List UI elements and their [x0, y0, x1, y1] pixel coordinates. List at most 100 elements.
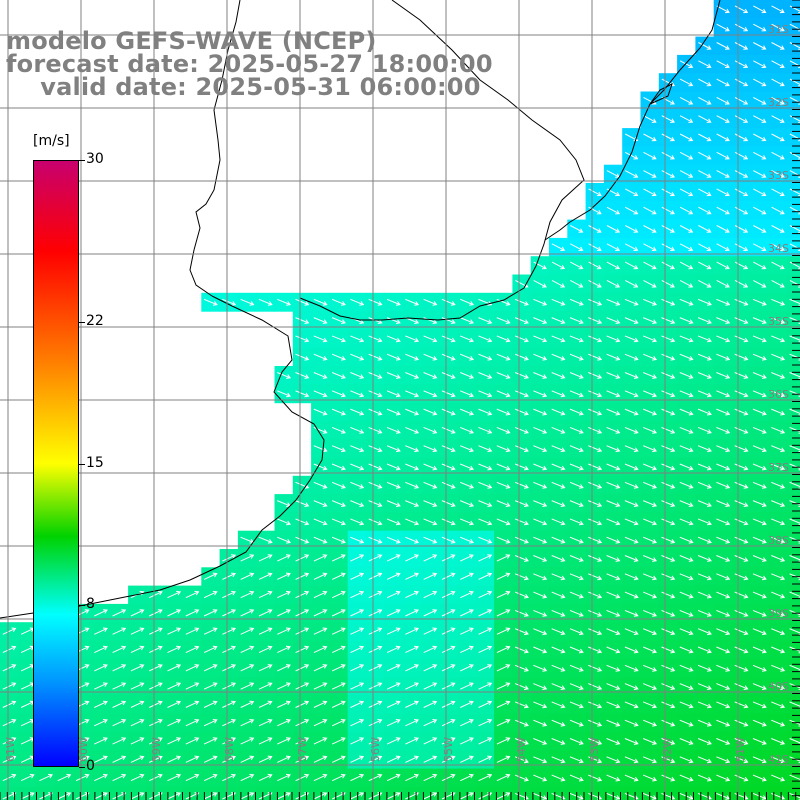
wind-arrow: [771, 628, 786, 636]
wind-arrow: [771, 261, 785, 270]
wind-arrow: [734, 225, 749, 233]
wind-arrow: [606, 500, 621, 507]
wind-arrow: [478, 554, 493, 562]
wind-arrow: [514, 298, 529, 306]
wind-arrow: [569, 335, 584, 343]
wind-arrow: [368, 609, 383, 617]
wind-arrow: [661, 188, 675, 197]
wind-arrow: [771, 42, 785, 50]
wind-arrow: [203, 682, 218, 690]
wind-arrow: [752, 390, 767, 398]
wind-arrow: [441, 372, 456, 379]
wind-arrow: [350, 682, 365, 690]
wind-arrow: [643, 683, 658, 690]
wind-arrow: [258, 773, 273, 782]
wind-arrow: [624, 646, 639, 654]
wind-arrow: [588, 225, 602, 233]
wind-arrow: [753, 133, 767, 142]
wind-arrow: [679, 225, 694, 233]
wind-arrow: [697, 481, 712, 489]
wind-arrow: [624, 719, 639, 727]
wind-arrow: [588, 261, 602, 270]
wind-arrow: [698, 206, 712, 215]
wind-arrow: [753, 42, 767, 50]
wind-arrow: [222, 645, 236, 654]
wind-arrow: [698, 225, 712, 233]
wind-arrow: [752, 756, 767, 764]
wind-arrow: [533, 591, 548, 599]
wind-arrow: [752, 518, 767, 526]
wind-arrow: [460, 408, 475, 416]
wind-arrow: [569, 646, 584, 654]
wind-arrow: [643, 188, 657, 197]
wind-arrow: [94, 719, 108, 727]
wind-arrow: [496, 536, 511, 544]
wind-arrow: [386, 536, 401, 544]
wind-arrow: [606, 664, 621, 672]
wind-arrow: [533, 573, 548, 581]
wind-arrow: [624, 335, 639, 343]
colorbar-tick-mark: [79, 321, 85, 323]
wind-arrow: [734, 536, 749, 544]
wind-arrow: [350, 664, 365, 672]
wind-arrow: [716, 536, 731, 544]
wind-arrow: [679, 170, 694, 178]
wind-arrow: [94, 700, 108, 708]
colorbar-tick-label: 8: [86, 596, 95, 613]
wind-arrow: [661, 500, 676, 507]
wind-arrow: [661, 664, 676, 672]
speed-cell: [786, 164, 800, 184]
speed-cell: [786, 183, 800, 202]
wind-arrow: [167, 645, 182, 654]
wind-arrow: [240, 627, 255, 635]
speed-cell: [146, 786, 166, 800]
wind-arrow: [185, 682, 200, 690]
wind-arrow: [588, 555, 603, 562]
wind-arrow: [771, 96, 785, 105]
title-line-1: modelo GEFS-WAVE (NCEP): [6, 27, 377, 55]
wind-arrow: [167, 755, 182, 763]
wind-arrow: [460, 664, 474, 672]
wind-arrow: [734, 756, 749, 764]
wind-arrow: [643, 115, 657, 123]
wind-arrow: [2, 645, 17, 654]
wind-arrow: [734, 701, 749, 709]
wind-arrow: [624, 701, 639, 709]
wind-arrow: [661, 738, 676, 745]
wind-arrow: [478, 317, 493, 324]
wind-arrow: [94, 627, 108, 635]
wind-arrow: [423, 773, 438, 782]
wind-arrow: [368, 426, 383, 434]
wind-arrow: [697, 445, 712, 453]
wind-arrow: [551, 555, 566, 562]
wind-arrow: [441, 737, 456, 745]
wind-arrow: [606, 518, 621, 526]
wind-arrow: [368, 463, 383, 471]
wind-arrow: [405, 500, 420, 507]
wind-arrow: [752, 408, 767, 416]
wind-arrow: [716, 555, 731, 562]
wind-arrow: [569, 317, 584, 324]
wind-arrow: [331, 353, 346, 361]
wind-arrow: [752, 555, 767, 562]
wind-arrow: [460, 353, 475, 361]
wind-arrow: [734, 170, 749, 178]
speed-cell: [786, 549, 800, 568]
wind-arrow: [588, 683, 603, 690]
speed-cell: [786, 622, 800, 642]
wind-arrow: [423, 572, 438, 580]
wind-arrow: [478, 664, 493, 672]
wind-arrow: [679, 115, 694, 123]
wind-arrow: [441, 298, 456, 306]
wind-arrow: [771, 445, 786, 453]
wind-arrow: [533, 298, 548, 306]
wind-arrow: [716, 481, 731, 489]
wind-arrow: [39, 773, 53, 782]
wind-arrow: [606, 573, 621, 581]
wind-arrow: [94, 682, 108, 690]
wind-arrow: [496, 481, 511, 489]
wind-arrow: [496, 755, 511, 763]
wind-arrow: [94, 664, 108, 672]
wind-arrow: [734, 646, 749, 654]
wind-arrow: [295, 353, 310, 361]
